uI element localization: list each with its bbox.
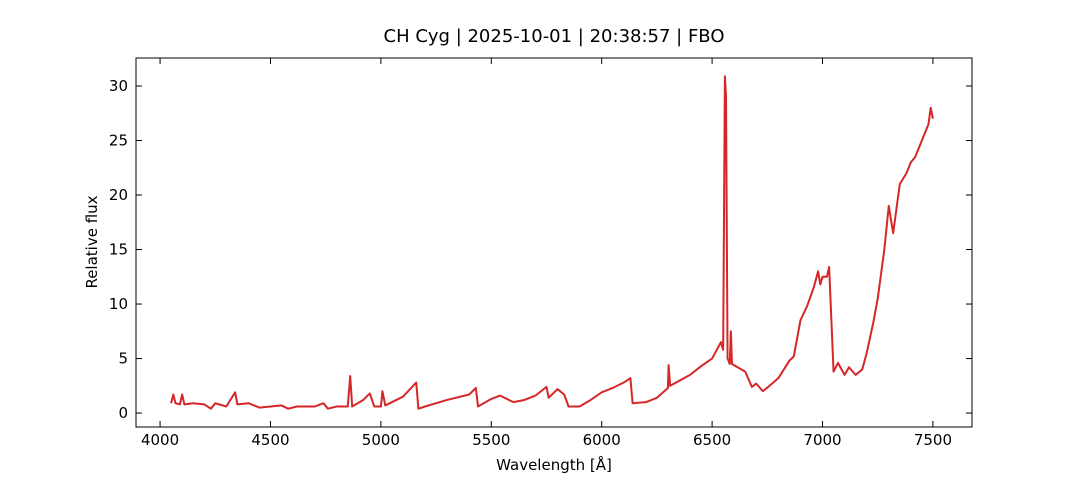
- x-tick-label: 5500: [472, 431, 510, 449]
- chart-title: CH Cyg | 2025-10-01 | 20:38:57 | FBO: [384, 26, 725, 47]
- y-tick-label: 25: [109, 132, 128, 150]
- y-tick-label: 20: [109, 186, 128, 204]
- x-tick-label: 4000: [141, 431, 179, 449]
- x-axis-label: Wavelength [Å]: [496, 455, 612, 474]
- x-tick-label: 5000: [362, 431, 400, 449]
- spectrum-line: [170, 75, 934, 410]
- y-axis-label: Relative flux: [83, 195, 101, 288]
- x-tick-label: 7000: [803, 431, 841, 449]
- x-tick-label: 4500: [251, 431, 289, 449]
- y-tick-label: 30: [109, 77, 128, 95]
- x-tick-label: 6500: [693, 431, 731, 449]
- y-tick-label: 10: [109, 295, 128, 313]
- plot-frame: [135, 57, 973, 428]
- y-tick-label: 0: [118, 404, 128, 422]
- y-tick-label: 5: [118, 350, 128, 368]
- x-tick-label: 6000: [583, 431, 621, 449]
- y-tick-label: 15: [109, 241, 128, 259]
- x-tick-label: 7500: [914, 431, 952, 449]
